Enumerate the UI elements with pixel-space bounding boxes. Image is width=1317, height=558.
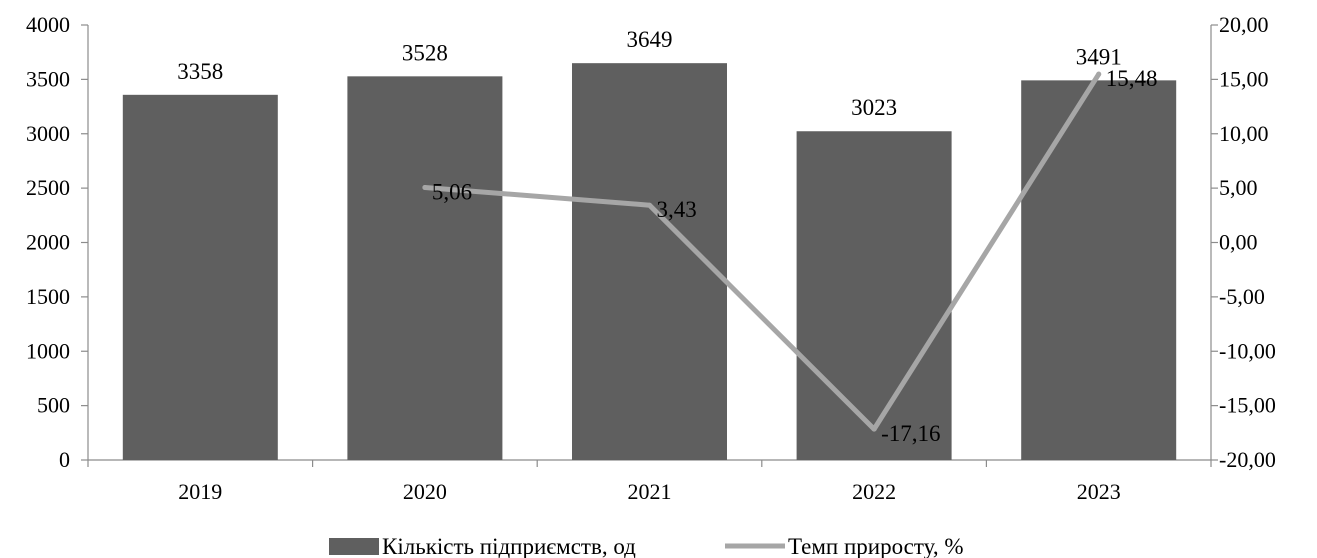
data-labels: 3358 3528 3649 3023 3491 5,06 3,43 -17,16 15,48 bbox=[177, 27, 1157, 446]
line-series bbox=[422, 71, 1102, 432]
y-left-tick-label: 3500 bbox=[26, 66, 70, 91]
growth-rate-line bbox=[422, 71, 1102, 432]
bar-value-label: 3023 bbox=[851, 95, 897, 120]
bar bbox=[122, 94, 278, 460]
x-tick-label: 2020 bbox=[403, 479, 447, 504]
y-right-tick-label: -20,00 bbox=[1219, 447, 1276, 472]
legend-label-line: Темп приросту, % bbox=[788, 534, 964, 558]
legend-swatch-bar bbox=[329, 538, 379, 555]
y-right-tick-label: 20,00 bbox=[1219, 12, 1269, 37]
bar-value-label: 3649 bbox=[627, 27, 673, 52]
y-left-tick-label: 2000 bbox=[26, 230, 70, 255]
legend-label-bar: Кількість підприємств, од bbox=[382, 534, 636, 558]
x-tick-label: 2019 bbox=[178, 479, 222, 504]
y-left-tick-label: 4000 bbox=[26, 12, 70, 37]
bar bbox=[347, 76, 503, 460]
line-point bbox=[422, 184, 428, 190]
bar-series bbox=[122, 63, 1177, 460]
line-point bbox=[647, 202, 652, 208]
bar bbox=[572, 63, 727, 460]
line-value-label: 5,06 bbox=[432, 179, 472, 204]
x-tick-label: 2021 bbox=[628, 479, 672, 504]
y-left-tick-label: 500 bbox=[37, 393, 70, 418]
y-left-tick-label: 3000 bbox=[26, 121, 70, 146]
bar bbox=[796, 131, 952, 460]
line-value-label: 15,48 bbox=[1106, 66, 1158, 91]
legend: Кількість підприємств, од Темп приросту, … bbox=[329, 534, 964, 558]
line-value-label: -17,16 bbox=[881, 421, 940, 446]
y-right-tick-label: -10,00 bbox=[1219, 338, 1276, 363]
chart-axes: 0 500 1000 1500 2000 2500 3000 3500 4000 -20,00 -1… bbox=[26, 12, 1276, 504]
bar-value-label: 3491 bbox=[1076, 44, 1122, 69]
y-right-tick-label: 10,00 bbox=[1219, 121, 1269, 146]
y-right-tick-label: 0,00 bbox=[1219, 230, 1258, 255]
y-left-tick-label: 0 bbox=[59, 447, 70, 472]
y-left-tick-label: 1000 bbox=[26, 338, 70, 363]
x-tick-label: 2023 bbox=[1077, 479, 1121, 504]
line-point bbox=[1096, 71, 1102, 77]
y-right-tick-label: 15,00 bbox=[1219, 66, 1269, 91]
y-right-tick-label: -15,00 bbox=[1219, 393, 1276, 418]
line-point bbox=[871, 426, 877, 432]
y-left-tick-label: 2500 bbox=[26, 175, 70, 200]
bar-value-label: 3528 bbox=[402, 40, 448, 65]
x-tick-label: 2022 bbox=[852, 479, 896, 504]
bar-value-label: 3358 bbox=[177, 59, 223, 84]
line-value-label: 3,43 bbox=[657, 197, 697, 222]
y-right-tick-label: -5,00 bbox=[1219, 284, 1265, 309]
bar bbox=[1021, 80, 1177, 460]
y-right-tick-label: 5,00 bbox=[1219, 175, 1258, 200]
y-left-tick-label: 1500 bbox=[26, 284, 70, 309]
